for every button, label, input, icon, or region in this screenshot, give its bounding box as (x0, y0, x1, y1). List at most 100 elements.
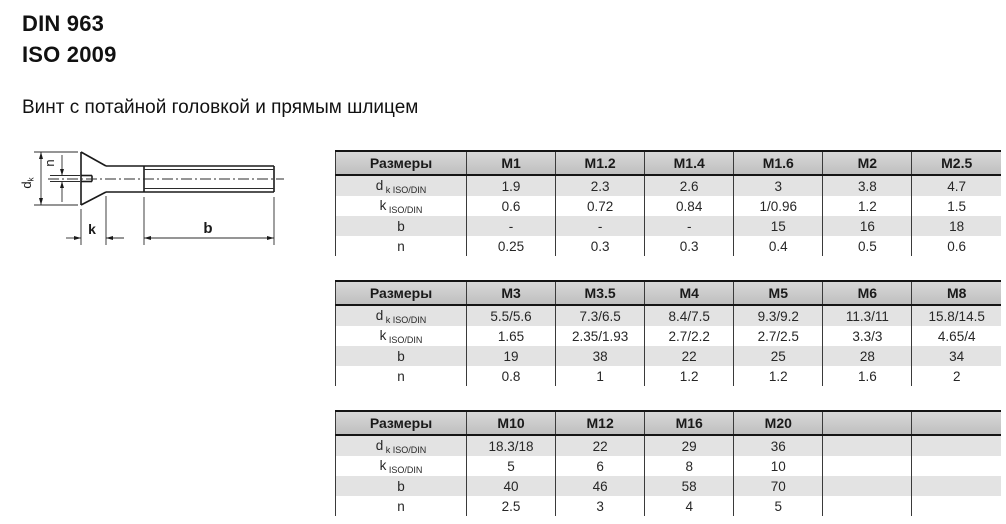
dimension-value-cell: 4.65/4 (911, 326, 1001, 346)
dimension-value-cell: 29 (644, 435, 734, 456)
dimension-value-cell: 0.84 (644, 196, 734, 216)
dimension-value-cell: 0.3 (644, 236, 734, 256)
dimension-arrowheads (39, 152, 274, 240)
size-column-header: M8 (911, 281, 1001, 305)
dimension-value-cell: 15.8/14.5 (911, 305, 1001, 326)
dimension-value-cell: 1.2 (733, 366, 823, 386)
dimension-row-label: n (336, 236, 467, 256)
empty-cell (822, 476, 912, 496)
empty-column-header (911, 411, 1001, 435)
dimension-symbol: d (375, 307, 384, 323)
table-row: b - - -15 16 18 (335, 216, 1001, 236)
empty-cell (911, 435, 1001, 456)
dimension-value-cell: 5.5/5.6 (465, 305, 556, 326)
dimension-symbol-subscript: k ISO/DIN (383, 184, 427, 195)
dimensions-table-m1-m2.5: Размеры M1 M1.2 M1.4 M1.6 M2 M2.5 d k ISO/DIN 1.… (335, 150, 1001, 256)
dimension-value-cell: 22 (644, 346, 734, 366)
dimension-value-cell: 9.3/9.2 (733, 305, 823, 326)
size-column-header: M2.5 (911, 151, 1001, 175)
dimension-value-cell: 2.3 (555, 175, 645, 196)
b-dimension-label: b (203, 220, 212, 237)
table-row: d k ISO/DIN 5.5/5.6 7.3/6.5 8.4/7.5 9.3/9.2 1… (335, 305, 1001, 326)
dimension-labels: dk n k b (19, 159, 213, 237)
dimension-value-cell: 0.25 (465, 236, 556, 256)
dimension-row-label: k ISO/DIN (336, 456, 467, 476)
dimension-value-cell: 0.72 (555, 196, 645, 216)
dimension-row-label: n (336, 366, 467, 386)
dimension-symbol: n (397, 238, 405, 254)
sizes-column-header: Размеры (335, 151, 467, 175)
screw-outline (80, 151, 275, 206)
table-header-row: Размеры M10 M12 M16 M20 (335, 411, 1001, 435)
dimension-symbol: b (397, 218, 405, 234)
dimension-symbol: d (375, 177, 384, 193)
dimension-symbol-subscript: k ISO/DIN (383, 444, 427, 455)
size-column-header: M10 (465, 411, 556, 435)
dimension-value-cell: 3.3/3 (822, 326, 912, 346)
dimension-row-label: k ISO/DIN (336, 326, 467, 346)
dimension-row-label: d k ISO/DIN (336, 305, 467, 326)
dimension-value-cell: 6 (555, 456, 645, 476)
dimension-value-cell: 1.5 (911, 196, 1001, 216)
size-column-header: M2 (822, 151, 912, 175)
size-column-header: M6 (822, 281, 912, 305)
dimension-row-label: d k ISO/DIN (336, 435, 467, 456)
table-row: k ISO/DIN 5 6 8 10 (336, 456, 1001, 476)
dimension-symbol: b (397, 478, 405, 494)
size-column-header: M5 (733, 281, 823, 305)
sizes-column-header: Размеры (335, 411, 467, 435)
dimension-value-cell: 5 (733, 496, 823, 516)
dimension-value-cell: 19 (465, 346, 556, 366)
dimension-value-cell: 1.65 (465, 326, 556, 346)
dimension-symbol: k (379, 197, 387, 213)
dimension-symbol: d (375, 437, 384, 453)
size-column-header: M4 (644, 281, 734, 305)
dimension-value-cell: 5 (465, 456, 556, 476)
size-column-header: M1.6 (733, 151, 823, 175)
dimension-value-cell: 1.6 (822, 366, 912, 386)
dimension-value-cell: - (555, 216, 645, 236)
dimension-value-cell: 1.2 (822, 196, 912, 216)
table-row: k ISO/DIN 1.65 2.35/1.93 2.7/2.2 2.7/2.5 3.3/… (336, 326, 1001, 346)
dimension-value-cell: 28 (822, 346, 912, 366)
table-row: d k ISO/DIN 18.3/18 22 29 36 (335, 435, 1001, 456)
dimension-value-cell: 1.9 (465, 175, 556, 196)
dimension-value-cell: 2.7/2.5 (733, 326, 823, 346)
table-row: b 40 46 58 70 (335, 476, 1001, 496)
table-row: n 0.8 1 1.2 1.2 1.6 2 (336, 366, 1001, 386)
dimension-value-cell: 3.8 (822, 175, 912, 196)
dimension-value-cell: 2.6 (644, 175, 734, 196)
dimension-value-cell: 1.2 (644, 366, 734, 386)
dimension-value-cell: 0.5 (822, 236, 912, 256)
size-column-header: M12 (555, 411, 645, 435)
dimension-value-cell: 8.4/7.5 (644, 305, 734, 326)
dimension-value-cell: 0.4 (733, 236, 823, 256)
dimension-value-cell: 70 (733, 476, 823, 496)
dimension-row-label: b (336, 476, 467, 496)
table-row: n 2.5 3 4 5 (336, 496, 1001, 516)
empty-cell (822, 496, 912, 516)
dimension-value-cell: 34 (911, 346, 1001, 366)
dimension-value-cell: - (465, 216, 556, 236)
size-column-header: M3.5 (555, 281, 645, 305)
dimension-value-cell: 0.3 (555, 236, 645, 256)
dimension-value-cell: 3 (555, 496, 645, 516)
dimensions-table-m10-m20: Размеры M10 M12 M16 M20 d k ISO/DIN 18.3/18 22 2… (335, 410, 1001, 516)
dimensions-table-m3-m8: Размеры M3 M3.5 M4 M5 M6 M8 d k ISO/DIN 5.5/5.6 7… (335, 280, 1001, 386)
dimension-value-cell: 38 (555, 346, 645, 366)
table-row: n 0.25 0.3 0.3 0.4 0.5 0.6 (336, 236, 1001, 256)
dimension-value-cell: 2.5 (465, 496, 556, 516)
dimension-value-cell: 16 (822, 216, 912, 236)
dimension-symbol: n (397, 498, 405, 514)
size-column-header: M1.4 (644, 151, 734, 175)
dimension-value-cell: 0.8 (465, 366, 556, 386)
empty-column-header (822, 411, 912, 435)
dimension-value-cell: 22 (555, 435, 645, 456)
dimension-value-cell: 2.7/2.2 (644, 326, 734, 346)
table-row: k ISO/DIN 0.6 0.72 0.84 1/0.96 1.2 1.5 (336, 196, 1001, 216)
dimension-symbol: n (397, 368, 405, 384)
dimension-value-cell: 58 (644, 476, 734, 496)
dimension-row-label: b (336, 346, 467, 366)
dimension-row-label: b (336, 216, 467, 236)
dimension-value-cell: 36 (733, 435, 823, 456)
